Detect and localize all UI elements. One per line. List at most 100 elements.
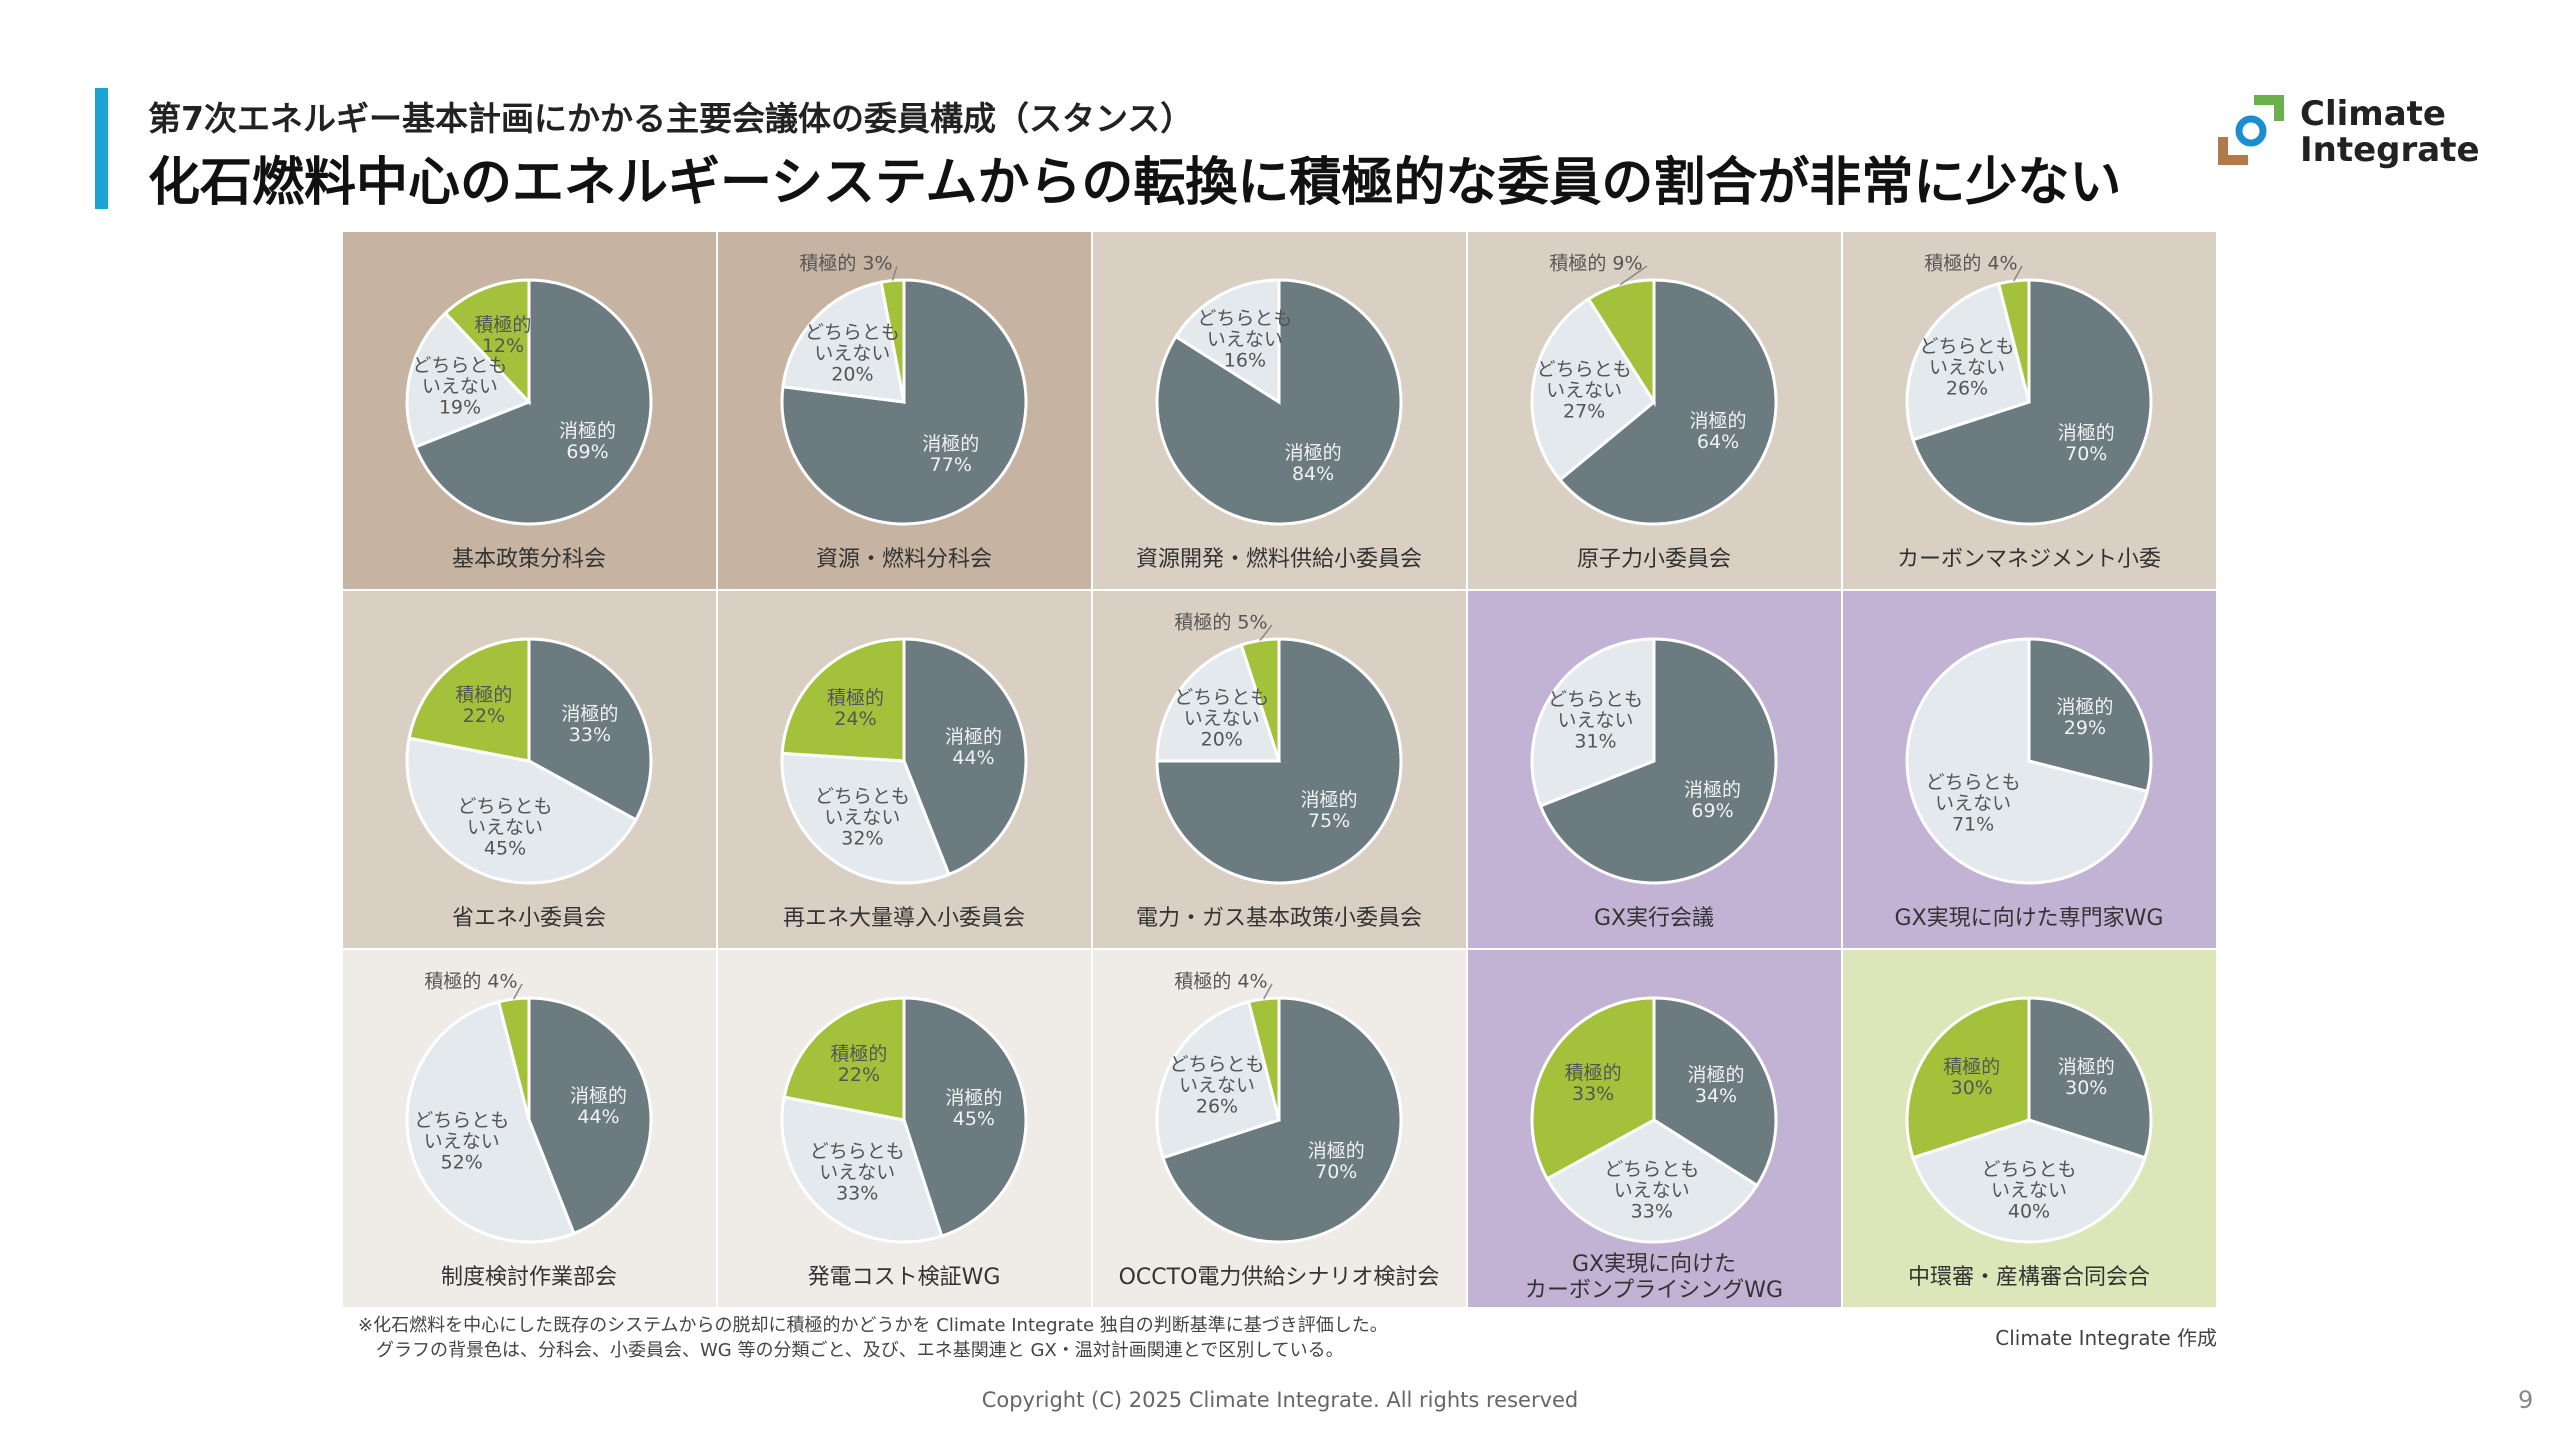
credit: Climate Integrate 作成 <box>1995 1326 2217 1350</box>
pie-slice <box>405 1000 576 1244</box>
value-label: 20% <box>1200 728 1243 751</box>
value-label: 30% <box>2065 1077 2108 1100</box>
category-label: どちらとも いえない <box>457 795 553 839</box>
value-label: 22% <box>462 705 506 728</box>
pie-slice <box>1911 1118 2147 1244</box>
leader-line <box>1259 624 1273 641</box>
category-label: 消極的 <box>1300 789 1358 812</box>
category-label: どちらとも いえない <box>1197 307 1293 351</box>
category-label: 積極的 <box>424 970 482 993</box>
slice-label: 消極的 64% <box>1690 411 1747 453</box>
category-label: 消極的 <box>569 1084 628 1107</box>
slice-label: どちらとも いえない 32% <box>815 786 910 850</box>
slice-label: 消極的 44% <box>569 1084 628 1128</box>
slice-label: どちらとも いえない 71% <box>1925 771 2021 836</box>
slice-label: 積極的 33% <box>1564 1061 1622 1105</box>
category-label: どちらとも いえない <box>1604 1158 1700 1202</box>
pie-slice <box>1161 996 1403 1244</box>
slice-label: 消極的 34% <box>1687 1063 1745 1107</box>
slice-label: 消極的 29% <box>2056 696 2113 739</box>
category-label: 消極的 <box>1687 1063 1745 1086</box>
category-label: 消極的 <box>1307 1139 1365 1162</box>
slice-label: 消極的 33% <box>561 703 618 746</box>
outside-label: 積極的 4% <box>1174 967 1273 994</box>
logo-text: Climate Integrate <box>2300 94 2480 170</box>
slice-label: 積極的 24% <box>827 688 884 730</box>
pie-slice <box>2027 637 2153 794</box>
category-label: 積極的 <box>455 684 513 707</box>
value-label: 4% <box>487 970 518 993</box>
slice-label: 消極的 45% <box>945 1087 1002 1130</box>
category-label: 消極的 <box>1684 778 1742 801</box>
value-label: 77% <box>929 454 972 477</box>
pie-slice <box>405 310 532 449</box>
category-label: 積極的 <box>1549 252 1607 275</box>
outside-label: 積極的 9% <box>1549 249 1648 276</box>
pie-slice <box>2027 996 2153 1160</box>
value-label: 70% <box>2065 442 2108 465</box>
pie-slice <box>1905 637 2149 885</box>
slice-label: どちらとも いえない 19% <box>412 355 507 418</box>
chart-title: GX実現に向けた専門家WG <box>1894 906 2164 931</box>
value-label: 84% <box>1291 463 1335 485</box>
leader-line <box>1263 983 1273 1000</box>
pie-slice <box>1239 637 1281 762</box>
category-label: 積極的 <box>1564 1061 1622 1084</box>
category-label: どちらとも いえない <box>809 1140 905 1184</box>
pie-slice <box>1905 282 2031 442</box>
chart-title: 発電コスト検証WG <box>807 1265 1001 1290</box>
pie-slice <box>1538 637 1778 885</box>
pie-slice <box>782 996 906 1122</box>
slice-label: 消極的 69% <box>559 420 616 463</box>
category-label: どちらとも いえない <box>1536 358 1632 402</box>
outside-label: 積極的 4% <box>1924 249 2023 276</box>
value-label: 69% <box>1691 799 1734 822</box>
slice-label: どちらとも いえない 40% <box>1981 1159 2076 1222</box>
value-label: 31% <box>1574 730 1617 753</box>
category-label: どちらとも いえない <box>804 321 900 365</box>
pie-slice <box>902 637 1028 877</box>
value-label: 4% <box>1237 970 1268 993</box>
outside-label: 積極的 4% <box>424 967 523 994</box>
title: 化石燃料中心のエネルギーシステムからの転換に積極的な委員の割合が非常に少ない <box>148 153 2122 213</box>
value-label: 34% <box>1694 1084 1738 1107</box>
pie-slice <box>1155 643 1282 763</box>
value-label: 26% <box>1195 1095 1239 1118</box>
chart-title: 中環審・産構審合同会合 <box>1907 1265 2151 1290</box>
category-label: 消極的 <box>922 433 980 456</box>
pie-slice <box>1530 996 1656 1181</box>
pie-slice <box>1173 278 1281 405</box>
chart-title: カーボンマネジメント小委 <box>1896 547 2162 572</box>
value-label: 40% <box>2007 1200 2051 1223</box>
slice-label: 積極的 22% <box>830 1044 887 1086</box>
slice-label: 積極的 22% <box>455 685 512 727</box>
value-label: 32% <box>841 827 884 850</box>
value-label: 26% <box>1945 377 1989 400</box>
pie-slice <box>527 637 653 822</box>
slice-label: 消極的 70% <box>2058 422 2115 465</box>
category-label: どちらとも いえない <box>1169 1053 1265 1097</box>
category-label: 消極的 <box>2057 1056 2115 1079</box>
logo-icon <box>2218 95 2284 165</box>
leader-line <box>1619 265 1648 286</box>
pie-slice <box>1530 296 1656 482</box>
category-label: 消極的 <box>944 725 1003 748</box>
chart-title: GX実行会議 <box>1593 906 1715 931</box>
leader-line <box>891 265 898 281</box>
value-label: 27% <box>1562 400 1606 423</box>
value-label: 16% <box>1223 349 1267 372</box>
pie-slice <box>1557 278 1778 526</box>
slice-label: どちらとも いえない 16% <box>1197 308 1292 371</box>
value-label: 44% <box>952 746 995 769</box>
footnote: ※化石燃料を中心にした既存のシステムからの脱却に積極的かどうかを Climate… <box>358 1315 1388 1336</box>
slice-label: 積極的 12% <box>474 315 531 357</box>
category-label: 消極的 <box>1284 442 1342 464</box>
value-label: 4% <box>1987 252 2018 275</box>
pie-slice <box>902 996 1028 1238</box>
category-label: どちらとも いえない <box>1925 771 2021 815</box>
pie-slice <box>1155 1000 1281 1160</box>
category-label: 積極的 <box>474 314 532 337</box>
value-label: 9% <box>1612 252 1643 275</box>
